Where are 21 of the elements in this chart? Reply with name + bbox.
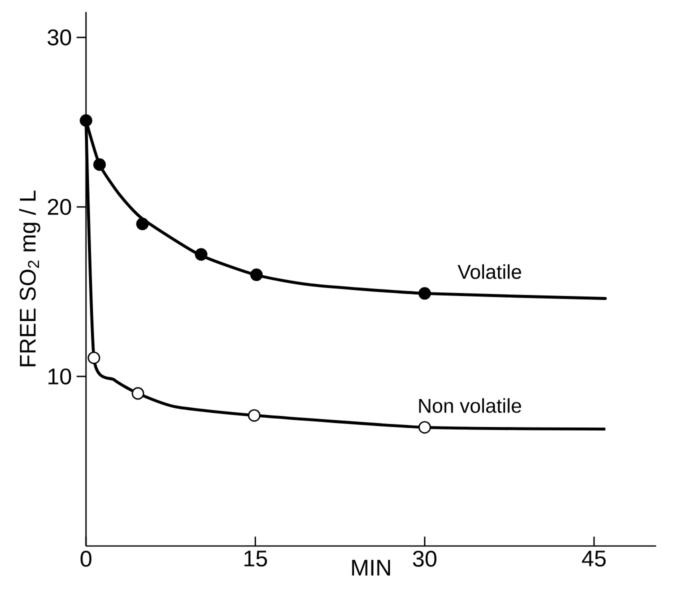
point	[418, 287, 431, 300]
x-axis-title: MIN	[352, 560, 390, 576]
point	[93, 158, 106, 171]
point	[248, 409, 260, 422]
point	[250, 268, 263, 282]
series-label: Volatile	[458, 264, 522, 279]
x-tick-label: 45	[582, 550, 606, 567]
x-tick-label: 0	[80, 550, 92, 567]
point	[136, 218, 149, 230]
point	[80, 114, 92, 127]
x-tick-label: 15	[244, 550, 267, 567]
series-label: Non volatile	[419, 398, 522, 413]
y-tick-label: 20	[48, 198, 72, 215]
point	[132, 387, 144, 400]
point	[418, 421, 431, 434]
point	[194, 248, 208, 261]
y-axis-title: FREE SO$_{2}$ mg / L	[19, 190, 40, 366]
y-tick-label: 30	[48, 29, 72, 46]
y-tick-label: 10	[48, 368, 72, 385]
point	[88, 352, 100, 364]
x-tick-label: 30	[412, 550, 436, 567]
